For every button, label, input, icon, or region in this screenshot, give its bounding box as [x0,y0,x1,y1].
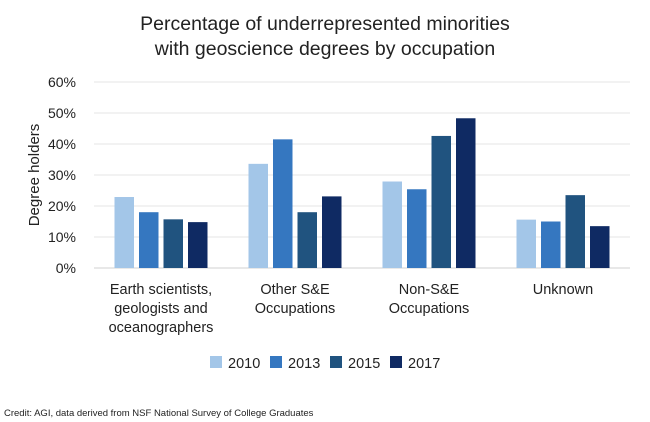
bar-2017 [322,196,342,268]
bar-2010 [114,197,134,268]
legend-swatch-2017 [390,356,402,368]
y-tick-label: 50% [48,105,76,121]
bar-2013 [407,189,427,268]
legend-label: 2017 [408,356,440,372]
bar-2013 [541,221,561,268]
gridlines [94,81,630,269]
bar-2015 [163,219,183,268]
legend-label: 2015 [348,356,380,372]
bar-2013 [273,139,293,268]
legend-label: 2013 [288,356,320,372]
category-label: Earth scientists, [110,282,212,298]
bar-2015 [297,212,317,268]
y-tick-label: 60% [48,74,76,90]
bar-2017 [590,226,610,268]
category-label: Unknown [533,282,593,298]
category-label: Other S&E [260,282,330,298]
y-axis-ticks: 0% 10% 20% 30% 40% 50% 60% [48,74,76,276]
legend-label: 2010 [228,356,260,372]
y-axis-label-text: Degree holders [26,124,43,227]
legend-swatch-2015 [330,356,342,368]
bar-2015 [431,135,451,268]
y-tick-label: 0% [56,260,76,276]
bar-2015 [565,195,585,268]
x-axis-categories: Earth scientists, geologists and oceanogra… [109,282,594,336]
category-label: Occupations [255,301,336,317]
legend: 2010 2013 2015 2017 [210,356,440,372]
y-tick-label: 40% [48,136,76,152]
category-label: Occupations [389,301,470,317]
category-label: Non-S&E [399,282,460,298]
chart-title-line: with geoscience degrees by occupation [154,38,495,60]
bar-2017 [456,118,476,269]
bars [114,118,610,269]
bar-2017 [188,222,208,268]
bar-2010 [382,181,402,268]
y-tick-label: 20% [48,198,76,214]
category-label: geologists and [114,301,208,317]
category-label: oceanographers [109,320,214,336]
bar-2010 [248,163,268,268]
legend-swatch-2013 [270,356,282,368]
bar-2010 [516,219,536,268]
chart-title: Percentage of underrepresented minoritie… [140,13,510,60]
bar-2013 [139,212,159,268]
credit-text: Credit: AGI, data derived from NSF Natio… [4,408,314,419]
y-tick-label: 30% [48,167,76,183]
y-axis-label: Degree holders [26,124,43,227]
chart-title-line: Percentage of underrepresented minoritie… [140,13,510,35]
y-tick-label: 10% [48,229,76,245]
legend-swatch-2010 [210,356,222,368]
